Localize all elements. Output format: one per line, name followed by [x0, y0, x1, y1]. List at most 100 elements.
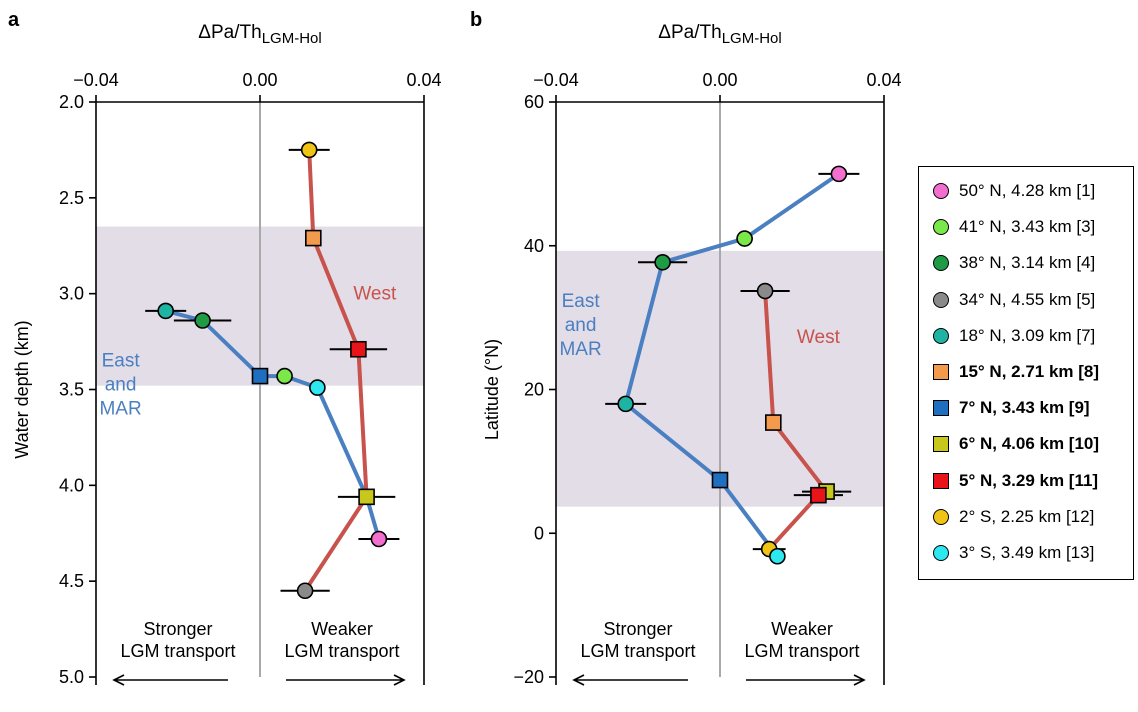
site-13-marker [769, 547, 786, 565]
legend-label: 34° N, 4.55 km [5] [959, 289, 1096, 309]
weaker-transport-label: Weaker [771, 619, 833, 639]
stronger-transport-label: LGM transport [120, 641, 235, 661]
legend-label: 18° N, 3.09 km [7] [959, 325, 1096, 345]
panel-b: −0.04 0.00 0.04 60 40 20 0 −20 ΔPa/ThLGM-Hol Lati… [470, 9, 902, 687]
stronger-transport-label: LGM transport [580, 641, 695, 661]
legend-label: 15° N, 2.71 km [8] [959, 362, 1100, 381]
site-5-marker [756, 282, 774, 300]
square-marker-icon [933, 364, 949, 380]
right-arrow [286, 674, 406, 686]
legend-label: 3° S, 3.49 km [13] [959, 543, 1095, 562]
site-8-marker [304, 229, 322, 247]
y-tick-label: 4.5 [59, 571, 84, 591]
stronger-transport-label: Stronger [603, 619, 672, 639]
site-7-marker [157, 302, 174, 320]
y-tick-label: 0 [534, 523, 544, 543]
east-group-label: East [102, 351, 141, 372]
panel-letter: b [470, 9, 482, 31]
site-9-marker [711, 471, 729, 489]
east-group-label: East [562, 291, 601, 312]
y-tick-label: 2.0 [59, 92, 84, 112]
weaker-transport-label: LGM transport [744, 641, 859, 661]
legend-label: 38° N, 3.14 km [4] [959, 253, 1096, 273]
west-group-label: West [797, 327, 841, 348]
weaker-transport-label: Weaker [311, 619, 373, 639]
y-tick-label: 3.0 [59, 284, 84, 304]
x-tick-label: −0.04 [73, 70, 119, 90]
circle-marker-icon [933, 508, 949, 525]
y-tick-label: 60 [524, 92, 544, 112]
legend-item-site-7: 18° N, 3.09 km [7] [933, 325, 1095, 347]
legend-item-site-1: 50° N, 4.28 km [1] [933, 180, 1095, 202]
left-arrow [572, 674, 688, 686]
east-group-label: MAR [559, 339, 601, 360]
weaker-transport-label: LGM transport [284, 641, 399, 661]
y-tick-label: 5.0 [59, 667, 84, 687]
legend-item-site-12: 2° S, 2.25 km [12] [933, 506, 1094, 528]
legend-item-site-9: 7° N, 3.43 km [9] [933, 397, 1090, 419]
circle-marker-icon [933, 545, 949, 561]
west-group-label: West [353, 283, 397, 304]
figure: −0.04 0.00 0.04 2.0 2.5 3.0 3.5 4.0 4.5 5.0 ΔPa/Th… [8, 9, 902, 687]
x-axis-label-main: ΔPa/Th [198, 22, 261, 43]
panel-letter: a [8, 9, 20, 31]
site-7-marker [617, 395, 635, 413]
x-tick-label: 0.04 [866, 70, 901, 90]
legend-label: 6° N, 4.06 km [10] [959, 434, 1100, 454]
east-group-label: and [565, 315, 597, 336]
legend-label: 2° S, 2.25 km [12] [959, 506, 1095, 526]
east-series-line [623, 172, 841, 558]
x-axis-label: ΔPa/ThLGM-Hol [658, 22, 781, 47]
y-tick-label: 2.5 [59, 188, 84, 208]
y-axis-label: Water depth (km) [12, 320, 32, 458]
legend-item-site-11: 5° N, 3.29 km [11] [933, 470, 1098, 492]
east-group-label: MAR [99, 399, 141, 420]
x-axis-label: ΔPa/ThLGM-Hol [198, 22, 321, 47]
circle-marker-icon [933, 255, 949, 272]
y-axis-label: Latitude (°N) [482, 339, 502, 440]
y-tick-label: 20 [524, 380, 544, 400]
left-arrow [112, 674, 228, 686]
stronger-transport-label: Stronger [143, 619, 212, 639]
x-tick-label: 0.00 [702, 70, 737, 90]
legend-label: 50° N, 4.28 km [1] [959, 181, 1096, 200]
site-4-marker [654, 253, 671, 271]
site-9-marker [251, 367, 269, 385]
site-1-marker [370, 530, 388, 548]
site-13-marker [309, 379, 326, 396]
site-3-marker [736, 230, 753, 247]
panel-a: −0.04 0.00 0.04 2.0 2.5 3.0 3.5 4.0 4.5 5.0 ΔPa/Th… [8, 9, 442, 687]
square-marker-icon [933, 472, 949, 489]
site-11-marker [350, 340, 367, 358]
x-axis-label-subscript: LGM-Hol [722, 30, 782, 47]
legend-label: 41° N, 3.43 km [3] [959, 217, 1096, 237]
circle-marker-icon [933, 291, 949, 308]
site-12-marker [300, 141, 318, 159]
y-tick-label: 4.0 [59, 475, 84, 495]
legend-item-site-3: 41° N, 3.43 km [3] [933, 216, 1095, 238]
site-1-marker [830, 165, 848, 183]
circle-marker-icon [933, 327, 949, 344]
square-marker-icon [933, 436, 949, 453]
right-arrow [746, 674, 866, 686]
x-tick-label: 0.00 [242, 70, 277, 90]
legend-item-site-13: 3° S, 3.49 km [13] [933, 542, 1094, 564]
x-axis-label-main: ΔPa/Th [658, 22, 721, 43]
circle-marker-icon [933, 219, 949, 236]
site-10-marker [358, 488, 375, 506]
site-11-marker [810, 486, 827, 504]
circle-marker-icon [933, 183, 949, 199]
legend-label: 7° N, 3.43 km [9] [959, 398, 1090, 418]
site-4-marker [194, 312, 211, 329]
x-axis-label-subscript: LGM-Hol [262, 30, 322, 47]
legend-label: 5° N, 3.29 km [11] [959, 470, 1099, 490]
site-5-marker [296, 582, 314, 600]
square-marker-icon [933, 400, 949, 417]
legend-item-site-10: 6° N, 4.06 km [10] [933, 433, 1099, 455]
legend-item-site-4: 38° N, 3.14 km [4] [933, 252, 1095, 274]
y-tick-label: −20 [513, 667, 544, 687]
site-8-marker [764, 414, 782, 431]
y-tick-label: 40 [524, 236, 544, 256]
y-tick-label: 3.5 [59, 380, 84, 400]
legend-item-site-8: 15° N, 2.71 km [8] [933, 361, 1099, 383]
